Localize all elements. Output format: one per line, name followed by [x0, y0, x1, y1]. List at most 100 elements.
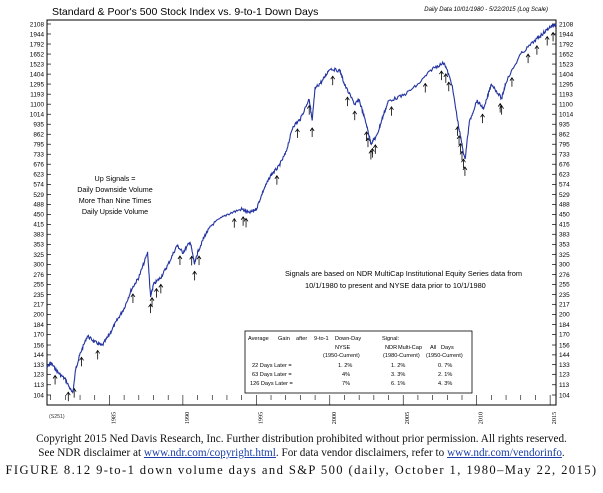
arrow-head [422, 82, 428, 87]
arrow-head [309, 127, 315, 132]
arrow-head [95, 349, 101, 354]
y-tick-label: 529 [559, 192, 570, 199]
arrow-head [365, 137, 371, 142]
figure-caption: FIGURE 8.12 9-to-1 down volume days and … [5, 463, 598, 477]
y-tick-label: 276 [33, 272, 44, 279]
up-signal-arrow [364, 131, 369, 141]
y-tick-label: 144 [33, 352, 44, 359]
chart-id: (S251) [49, 414, 65, 420]
y-tick-label: 1792 [559, 41, 574, 48]
arrow-head [372, 144, 378, 149]
y-tick-label: 123 [33, 372, 44, 379]
y-tick-label: 1523 [30, 61, 45, 68]
arrow-head [65, 391, 71, 396]
up-signal-arrow [231, 217, 237, 228]
x-tick-label: 2000 [331, 412, 338, 424]
up-signal-arrow [525, 53, 531, 64]
up-signal-arrow [422, 82, 428, 93]
arrow-head [534, 45, 540, 50]
y-tick-label: 574 [559, 182, 570, 189]
arrow-head [274, 174, 280, 179]
up-signal-arrow [158, 283, 164, 294]
y-tick-label: 300 [33, 262, 44, 269]
table-col-sub: (1950-Current) [323, 353, 360, 359]
annotation-left-line: Daily Downside Volume [77, 185, 153, 194]
annotation-left-line: Up Signals = [95, 174, 136, 183]
y-tick-label: 300 [559, 262, 570, 269]
y-tick-label: 733 [559, 152, 570, 159]
sp500-chart: Standard & Poor's 500 Stock Index vs. 9-… [30, 6, 574, 424]
up-signal-arrow [192, 270, 197, 281]
arrow-head [130, 293, 136, 298]
arrow-head [499, 104, 504, 109]
table-cell: 1. 2% [391, 363, 405, 369]
arrow-head [79, 356, 84, 361]
annotation-right: Signals are based on NDR MultiCap Instit… [285, 269, 522, 290]
arrow-head [461, 158, 466, 163]
up-signal-arrow [461, 158, 466, 169]
y-tick-label: 113 [34, 382, 45, 389]
y-tick-label: 935 [559, 122, 570, 129]
table-col-header: Days [441, 345, 454, 351]
vendorinfo-link[interactable]: www.ndr.com/vendorinfo [447, 447, 562, 459]
x-tick-label: 1995 [257, 412, 264, 424]
table-header: Down-Day [335, 336, 361, 342]
table-cell: 6. 1% [391, 381, 405, 387]
y-tick-label: 1652 [30, 51, 45, 58]
y-tick-label: 450 [33, 212, 44, 219]
chart-title: Standard & Poor's 500 Stock Index vs. 9-… [52, 6, 318, 18]
up-signal-arrow [95, 349, 101, 360]
y-tick-label: 113 [559, 382, 570, 389]
up-signal-arrow [446, 81, 452, 92]
arrow-head [544, 35, 550, 40]
arrow-head [295, 128, 300, 133]
up-signal-arrow [389, 106, 394, 116]
y-tick-label: 1404 [559, 71, 574, 78]
y-tick-label: 200 [559, 312, 570, 319]
table-row-label: 126 Days Later = [250, 381, 293, 387]
up-signal-arrow [509, 76, 515, 87]
y-tick-label: 1295 [30, 81, 45, 88]
y-tick-label: 353 [33, 242, 44, 249]
y-tick-label: 1944 [30, 31, 45, 38]
up-signal-arrow [274, 174, 280, 185]
y-tick-label: 529 [33, 192, 44, 199]
y-tick-label: 170 [559, 332, 570, 339]
table-cell: 3. 3% [391, 372, 405, 378]
y-tick-label: 353 [559, 242, 570, 249]
y-tick-label: 415 [559, 222, 570, 229]
x-tick-label: 1990 [184, 412, 191, 424]
y-tick-label: 676 [559, 162, 570, 169]
y-tick-label: 235 [33, 292, 44, 299]
y-tick-label: 1014 [559, 112, 574, 119]
y-tick-label: 733 [33, 152, 44, 159]
arrow-head [446, 81, 452, 86]
up-signal-arrow [443, 73, 449, 83]
arrow-head [158, 283, 164, 288]
x-tick-label: 2005 [404, 412, 411, 424]
y-tick-label: 1014 [30, 112, 45, 119]
up-signal-arrow [79, 356, 84, 367]
y-tick-label: 1792 [30, 41, 45, 48]
y-tick-label: 235 [559, 292, 570, 299]
y-tick-label: 623 [33, 172, 44, 179]
stats-table: Average Gain after 9-to-1 Down-Day Signa… [244, 330, 473, 394]
y-tick-label: 1404 [30, 71, 45, 78]
copyright-link[interactable]: www.ndr.com/copyright.html [143, 447, 276, 459]
y-tick-label: 935 [33, 122, 44, 129]
up-signal-arrow [130, 293, 136, 303]
up-signal-arrow [154, 287, 159, 298]
table-col-header: Multi-Cap [398, 345, 422, 351]
arrow-head [462, 166, 468, 171]
table-col-sub: (1950-Current) [426, 353, 463, 359]
arrow-head [443, 73, 449, 78]
y-tick-label: 1295 [559, 81, 574, 88]
up-signal-arrow [65, 391, 71, 402]
x-tick-label: 1985 [110, 412, 117, 424]
y-tick-label: 623 [559, 172, 570, 179]
arrow-head [364, 131, 369, 136]
up-signal-arrow [372, 144, 378, 154]
table-col-header: NYSE [335, 345, 351, 351]
arrow-head [389, 106, 394, 111]
arrow-head [154, 287, 159, 292]
